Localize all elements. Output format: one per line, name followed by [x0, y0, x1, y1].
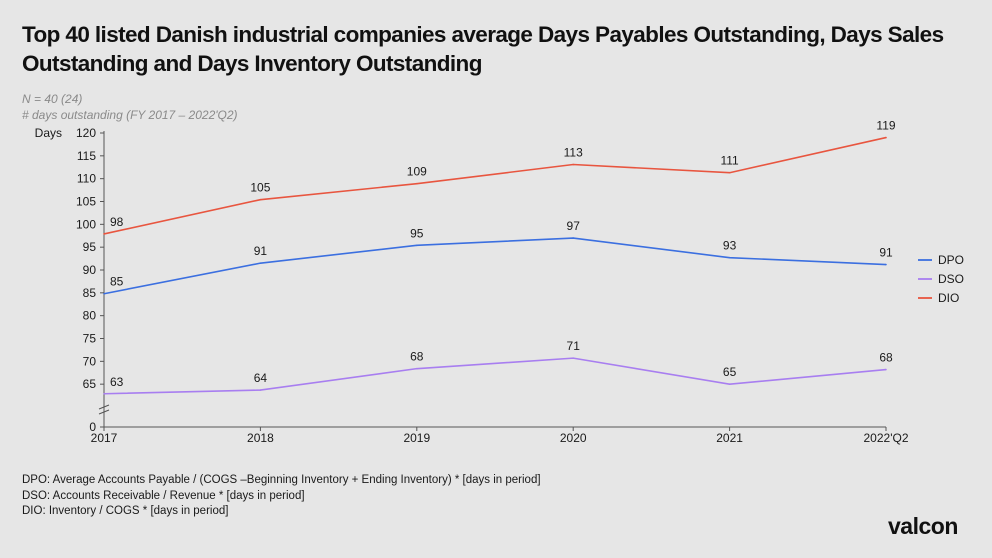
footnote-dso: DSO: Accounts Receivable / Revenue * [da… — [22, 489, 305, 502]
data-point-dso — [728, 383, 731, 385]
data-label-dio: 119 — [876, 119, 895, 133]
unit-note: # days outstanding (FY 2017 – 2022'Q2) — [22, 108, 238, 122]
data-point-dso — [103, 392, 105, 395]
data-label-dio: 111 — [720, 154, 739, 168]
y-tick-label: 65 — [83, 377, 97, 391]
y-tick-label: 70 — [83, 354, 97, 368]
data-label-dio: 113 — [564, 146, 583, 160]
data-label-dso: 68 — [879, 351, 893, 365]
y-tick-label: 105 — [76, 195, 96, 209]
data-point-dso — [416, 367, 418, 370]
data-point-dpo — [103, 292, 105, 295]
footnote-dpo: DPO: Average Accounts Payable / (COGS –B… — [22, 474, 541, 486]
data-label-dpo: 91 — [254, 244, 268, 258]
axis-break-mark — [98, 404, 110, 410]
x-tick-label: 2020 — [560, 431, 587, 445]
x-tick-label: 2019 — [403, 431, 430, 445]
data-label-dso: 65 — [723, 365, 737, 379]
x-tick-label: 2018 — [247, 431, 274, 445]
footnotes: DPO: Average Accounts Payable / (COGS –B… — [22, 473, 541, 520]
data-point-dpo — [728, 256, 731, 259]
valcon-logo: valcon — [888, 513, 958, 539]
y-tick-label: 75 — [83, 332, 97, 346]
y-tick-label: 95 — [83, 240, 97, 254]
data-point-dio — [572, 163, 574, 166]
y-tick-label: 90 — [83, 263, 97, 277]
x-tick-label: 2022'Q2 — [864, 431, 909, 445]
data-point-dio — [885, 136, 887, 139]
y-tick-label: 100 — [76, 217, 96, 231]
legend-label-dpo: DPO — [938, 253, 964, 267]
data-point-dio — [103, 233, 105, 235]
data-label-dio: 105 — [250, 181, 270, 195]
sample-size-note: N = 40 (24) — [22, 92, 83, 106]
y-axis-label: Days — [35, 126, 62, 140]
data-point-dso — [572, 357, 574, 359]
data-point-dio — [259, 198, 262, 201]
data-point-dio — [416, 182, 418, 185]
footnote-dio: DIO: Inventory / COGS * [days in period] — [22, 505, 229, 517]
y-tick-label: 0 — [89, 420, 96, 434]
data-label-dio: 109 — [407, 165, 427, 179]
axis-break-mark — [98, 409, 110, 415]
series-line-dpo — [103, 237, 887, 295]
data-label-dso: 68 — [410, 350, 424, 364]
data-label-dso: 64 — [254, 371, 268, 385]
chart-title: Top 40 listed Danish industrial companie… — [22, 22, 944, 76]
series-line-dio — [103, 136, 887, 235]
data-label-dso: 71 — [567, 339, 581, 353]
data-point-dso — [259, 389, 262, 391]
x-tick-label: 2017 — [91, 431, 118, 445]
data-label-dpo: 93 — [723, 239, 737, 253]
y-tick-label: 110 — [77, 172, 96, 186]
data-label-dpo: 85 — [110, 275, 124, 289]
x-tick-label: 2021 — [716, 431, 743, 445]
data-point-dso — [885, 368, 887, 371]
line-chart: 0 65 70 75 80 85 90 95 100 105 110 115 120 Days 2017 20… — [35, 119, 964, 445]
data-point-dio — [728, 171, 731, 174]
data-label-dio: 98 — [110, 215, 124, 229]
y-tick-label: 80 — [83, 309, 97, 323]
data-label-dpo: 95 — [410, 226, 424, 240]
y-tick-label: 85 — [83, 286, 97, 300]
y-tick-label: 115 — [77, 149, 96, 163]
data-point-dpo — [572, 237, 574, 239]
data-label-dpo: 91 — [879, 246, 893, 260]
legend-label-dso: DSO — [938, 272, 964, 286]
y-tick-label: 120 — [76, 126, 96, 140]
series-line-dso — [103, 357, 887, 395]
legend-label-dio: DIO — [938, 291, 959, 305]
data-label-dso: 63 — [110, 375, 124, 389]
data-label-dpo: 97 — [567, 219, 581, 233]
data-point-dpo — [885, 263, 887, 266]
data-point-dpo — [416, 244, 418, 247]
data-point-dpo — [259, 262, 262, 264]
